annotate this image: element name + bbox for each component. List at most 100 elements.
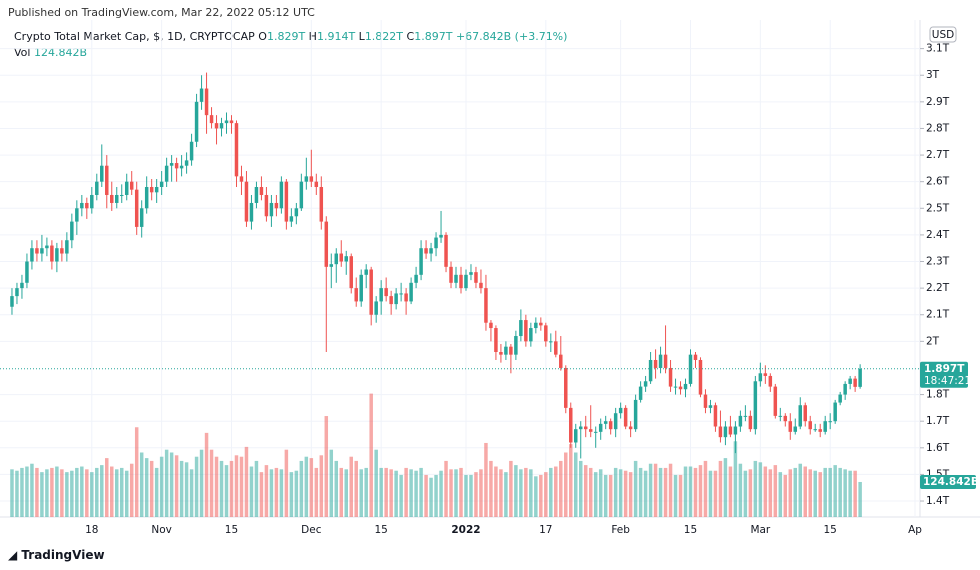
currency[interactable]: USD	[932, 29, 954, 41]
candle-body	[299, 181, 304, 209]
volume-bar	[364, 467, 368, 517]
legend-value: 1.829T	[266, 30, 306, 43]
volume-bar	[793, 467, 798, 517]
candle-body	[105, 165, 109, 195]
volume-bar	[224, 465, 229, 517]
volume-bar	[374, 449, 378, 517]
volume-bar	[653, 463, 658, 517]
volume-bar	[70, 470, 74, 517]
volume-bar	[524, 467, 528, 517]
volume-bar	[519, 469, 523, 517]
volume-bar	[484, 442, 488, 517]
volume-name: Vol	[14, 46, 31, 59]
x-tick-label: 18	[85, 524, 98, 536]
candle-body	[249, 202, 254, 222]
candle-body	[384, 288, 388, 297]
volume-bar	[643, 470, 648, 517]
currency-box[interactable]	[929, 26, 957, 43]
candle-body	[55, 248, 59, 262]
candle-body	[389, 296, 393, 305]
volume-legend: Vol 124.842B	[14, 46, 87, 59]
candle-body	[554, 341, 558, 355]
candle-body	[703, 394, 708, 408]
logo[interactable]: ◢ TradingView	[8, 548, 105, 562]
candle-body	[229, 120, 234, 124]
candle-body	[279, 181, 284, 209]
volume-bar	[693, 467, 698, 517]
candle-body	[20, 282, 24, 289]
y-tick-label: 2.2T	[926, 282, 950, 294]
volume-bar	[613, 467, 618, 517]
volume-bar	[713, 470, 718, 517]
candle-body	[40, 248, 44, 254]
candle-body	[90, 194, 94, 209]
candle-body	[199, 88, 204, 102]
y-tick-label: 2.8T	[926, 122, 950, 134]
legend-key: L	[358, 30, 365, 43]
candle-body	[569, 407, 573, 443]
volume-bar	[35, 467, 39, 517]
volume-bar	[279, 469, 284, 517]
x-tick-label: 15	[374, 524, 387, 536]
logo-text[interactable]: TradingView	[21, 548, 105, 562]
volume-bar	[858, 481, 862, 517]
candle-body	[70, 221, 74, 241]
volume-bar	[798, 463, 803, 517]
volume-bar	[164, 449, 169, 517]
candle-body	[813, 429, 817, 431]
volume-bar	[259, 472, 264, 517]
candle-body	[718, 426, 723, 438]
candle-body	[593, 431, 598, 433]
volume-bar	[494, 466, 498, 517]
candle-body	[25, 261, 29, 283]
volume-bar	[60, 469, 64, 517]
candle-body	[115, 194, 119, 203]
candle-body	[768, 375, 773, 387]
candle-body	[783, 415, 788, 422]
candle-body	[75, 208, 79, 222]
volume-bar	[733, 441, 738, 517]
candle-body	[713, 405, 718, 427]
candle-body	[224, 120, 229, 124]
volume-bar	[354, 460, 358, 517]
volume-bar	[409, 469, 413, 517]
candle-body	[823, 421, 827, 432]
candle-body	[598, 423, 603, 432]
candle-body	[853, 378, 857, 387]
volume-bar	[349, 456, 353, 517]
legend-value: 1.897T	[414, 30, 453, 43]
volume-bar	[843, 469, 847, 517]
volume-tag	[920, 474, 976, 489]
volume-bar	[239, 456, 244, 517]
candle-body	[139, 208, 144, 227]
candle-body	[334, 253, 339, 265]
y-tick-label: 2.3T	[926, 256, 950, 268]
volume-bar	[698, 465, 703, 517]
volume-bar	[833, 465, 837, 517]
volume-bar	[110, 466, 114, 517]
candle-body	[254, 187, 259, 203]
volume-bar	[758, 462, 763, 517]
x-tick-label: Nov	[151, 524, 172, 536]
y-tick-label: 2.4T	[926, 229, 950, 241]
price-tag	[920, 361, 968, 388]
candle-body	[683, 383, 688, 390]
volume-bar	[229, 460, 234, 517]
volume-bar	[828, 467, 832, 517]
candle-body	[743, 415, 748, 417]
volume-bar	[105, 458, 109, 517]
volume-bar	[633, 460, 638, 517]
volume-bar	[144, 458, 149, 517]
candle-body	[244, 181, 249, 222]
candle-body	[678, 386, 683, 390]
candle-body	[529, 328, 533, 342]
candle-body	[618, 407, 623, 414]
candle-body	[154, 187, 159, 193]
candle-body	[464, 274, 468, 289]
volume-bar	[154, 467, 159, 517]
candle-body	[544, 325, 548, 342]
volume-bar	[399, 474, 403, 517]
candle-body	[534, 322, 538, 329]
candle-body	[574, 429, 578, 443]
candle-body	[354, 288, 358, 302]
